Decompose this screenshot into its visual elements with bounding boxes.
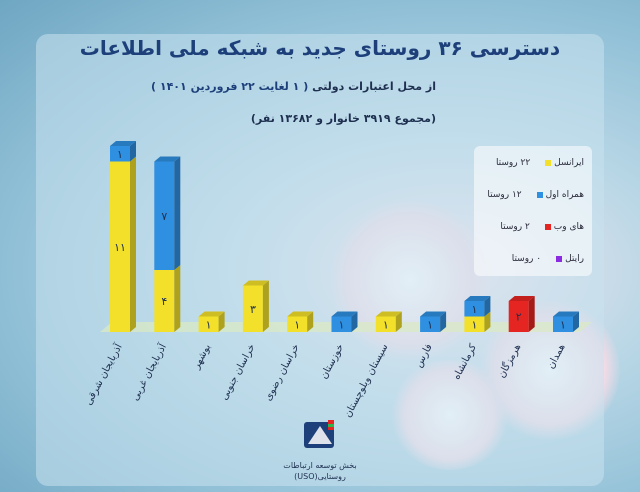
bar-segment [242, 285, 263, 332]
bar-data-label: ۱۱ [114, 241, 126, 254]
bar-top [420, 311, 447, 317]
legend-item: های وب ۲ روستا [500, 222, 584, 232]
x-tick-label: فارس [413, 342, 434, 369]
bar-side [484, 311, 491, 332]
bar-top [154, 156, 181, 162]
x-tick-label: کرمانشاه [451, 342, 479, 382]
bar-data-label: ۴ [161, 295, 167, 308]
bar-data-label: ۲ [516, 311, 522, 324]
legend-item-value: ۱۲ روستا [487, 190, 522, 200]
bar-segment [331, 316, 352, 332]
x-tick-label: خراسان جنوبی [219, 342, 258, 402]
bar-side [174, 156, 181, 270]
bar-side [218, 311, 225, 332]
x-tick-label: هرمزگان [495, 342, 523, 380]
bar-data-label: ۷ [161, 210, 167, 223]
legend-swatch [545, 160, 552, 166]
bar-data-label: ۱ [117, 148, 123, 161]
bar-data-label: ۱ [383, 318, 389, 331]
bar-top [553, 311, 579, 317]
subtitle-prefix: از محل اعتبارات دولتی [312, 80, 436, 93]
bar-data-label: ۱ [294, 318, 300, 331]
legend-item-name: های وب [553, 222, 584, 232]
bar-segment [154, 161, 175, 270]
bar-side [262, 280, 269, 332]
bar-segment [375, 316, 396, 332]
bar-top [331, 311, 358, 317]
bar-segment [154, 270, 175, 332]
subtitle-date-range: ( ۱ لغایت ۲۲ فروردین ۱۴۰۱ ) [151, 80, 309, 93]
bar-side [351, 311, 358, 332]
x-tick-label: همدان [546, 342, 568, 371]
legend: ایرانسل ۲۲ روستا همراه اول ۱۲ روستا های وب ۲ … [474, 146, 592, 276]
x-tick-label: خراسان رضوی [263, 342, 302, 403]
bar-segment [420, 316, 441, 332]
bar-side [573, 311, 579, 332]
bar-side [440, 311, 447, 332]
bar-segment [508, 301, 529, 332]
bar-data-label: ۱ [471, 318, 477, 331]
bar-segment [198, 316, 219, 332]
bar-segment [287, 316, 308, 332]
bar-segment [110, 146, 130, 162]
bar-side [174, 265, 181, 332]
bar-side [307, 311, 314, 332]
legend-item-value: ۲۲ روستا [495, 158, 531, 168]
chart-totals: (مجموع ۳۹۱۹ خانوار و ۱۳۶۸۲ نفر) [250, 112, 436, 125]
bar-data-label: ۱ [560, 318, 566, 331]
legend-item-name: ایرانسل [554, 158, 584, 168]
x-tick-label: آذربایجان شرقی [81, 340, 125, 407]
bar-top [110, 141, 136, 146]
bar-top [287, 311, 314, 317]
bar-top [508, 296, 535, 301]
bar-segment [553, 316, 573, 332]
legend-swatch [556, 256, 563, 262]
bar-data-label: ۱ [471, 303, 477, 316]
x-tick-label: بوشهر [191, 342, 214, 371]
legend-item-value: ۲ روستا [500, 222, 530, 232]
bar-top [242, 280, 269, 286]
legend-swatch [536, 192, 543, 198]
bar-side [484, 296, 491, 317]
chart-subtitle: از محل اعتبارات دولتی ( ۱ لغایت ۲۲ فرورد… [151, 80, 436, 93]
x-tick-label: خوزستان [319, 342, 347, 381]
bar-side [130, 156, 136, 332]
bar-segment [110, 161, 130, 332]
bar-data-label: ۱ [206, 318, 212, 331]
bar-side [528, 296, 535, 332]
x-tick-label: آذربایجان غربی [128, 340, 169, 402]
bar-side [130, 141, 136, 162]
chart-title: دسترسی ۳۶ روستای جدید به شبکه ملی اطلاعا… [79, 36, 561, 60]
bar-top [375, 311, 402, 317]
bar-top [464, 296, 491, 301]
legend-item: ایرانسل ۲۲ روستا [496, 158, 584, 168]
bar-data-label: ۳ [250, 303, 256, 316]
x-tick-label: سیستان وبلوچستان [342, 342, 390, 419]
legend-item-name: رایتل [565, 254, 584, 264]
legend-item: همراه اول ۱۲ روستا [487, 190, 584, 200]
bar-segment [464, 301, 485, 317]
bar-data-label: ۱ [427, 318, 433, 331]
logo-caption: بخش توسعه ارتباطات روستایی(USO) [283, 461, 357, 481]
bar-segment [464, 316, 485, 332]
uso-logo-icon [304, 420, 334, 448]
bar-data-label: ۱ [339, 318, 345, 331]
legend-item: رایتل ۰ روستا [512, 254, 584, 264]
bar-side [395, 311, 402, 332]
bar-top [198, 311, 225, 317]
legend-swatch [544, 224, 551, 230]
legend-item-value: ۰ روستا [511, 254, 542, 264]
legend-item-name: همراه اول [545, 190, 584, 200]
